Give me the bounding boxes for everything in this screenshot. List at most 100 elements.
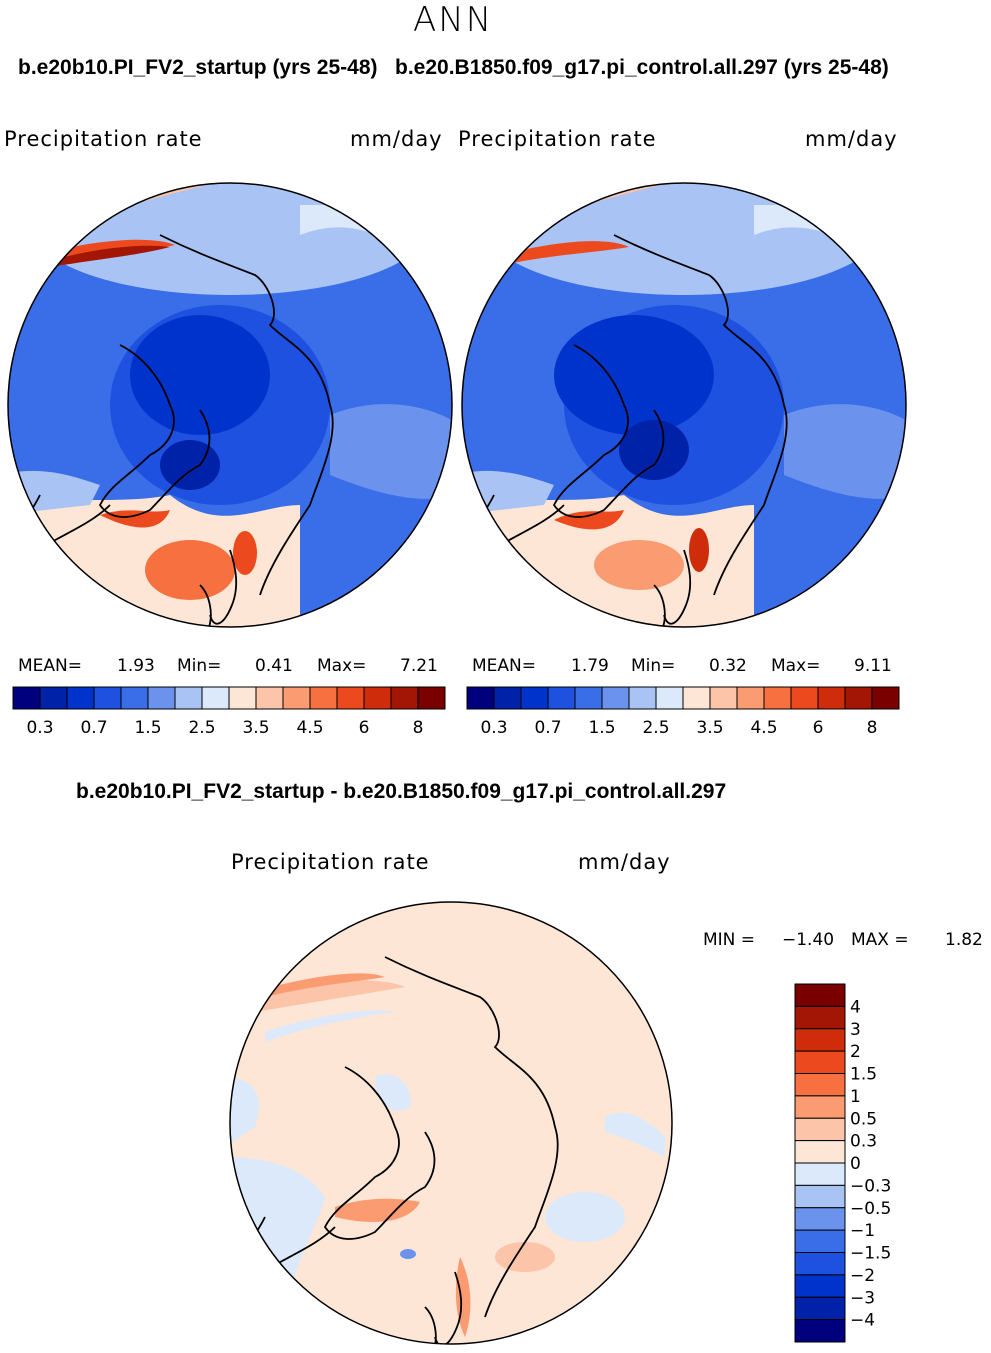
left-var-label: Precipitation rate	[4, 127, 203, 151]
colorbar-diff-tick-label: −2	[850, 1266, 875, 1286]
colorbar-right: 0.3 0.7 1.5 2.5 3.5 4.5 6 8	[466, 686, 900, 736]
map-diff	[229, 901, 673, 1345]
colorbar-left-cell	[120, 686, 149, 710]
right-mean-value: 1.79	[571, 656, 609, 676]
colorbar-right-cell	[736, 686, 765, 710]
right-units-label: mm/day	[805, 127, 898, 151]
colorbar-diff-tick-label: −4	[850, 1311, 875, 1331]
season-title: ANN	[413, 0, 494, 40]
colorbar-left-cell	[255, 686, 284, 710]
colorbar-left-cell	[309, 686, 338, 710]
colorbar-diff-tick-label: 0	[850, 1154, 861, 1174]
precip-field-diff	[230, 902, 672, 1344]
colorbar-diff: 4 32 1.510.5 0.30−0.3 −0.5−1 −1.5−2−3 −4	[794, 983, 891, 1343]
colorbar-right-cell	[601, 686, 630, 710]
colorbar-right-cell	[763, 686, 792, 710]
colorbar-right-cell	[493, 686, 522, 710]
colorbar-left-cell	[363, 686, 392, 710]
colorbar-diff-cell	[794, 1296, 846, 1321]
colorbar-left-tick-label: 4.5	[296, 718, 323, 736]
colorbar-right-cell	[628, 686, 657, 710]
colorbar-diff-cell	[794, 1207, 846, 1231]
colorbar-left-cell	[201, 686, 230, 710]
colorbar-left-tick-label: 8	[413, 718, 424, 736]
map-left-border	[7, 182, 453, 628]
right-max-value: 9.11	[854, 656, 892, 676]
colorbar-diff-cell	[794, 1050, 846, 1074]
right-min-value: 0.32	[709, 656, 747, 676]
colorbar-diff-cell	[794, 1184, 846, 1209]
right-case-title: b.e20.B1850.f09_g17.pi_control.all.297 (…	[395, 56, 889, 79]
colorbar-diff-cell	[794, 1229, 846, 1253]
colorbar-diff-tick-label: 0.3	[850, 1132, 877, 1152]
colorbar-diff-cell	[794, 1073, 846, 1097]
colorbar-right-cell	[466, 686, 495, 710]
colorbar-diff-tick-label: 4	[850, 997, 861, 1017]
left-mean-label: MEAN=	[18, 656, 82, 676]
diff-units-label: mm/day	[578, 850, 671, 874]
colorbar-left-cell	[390, 686, 419, 710]
diff-min-label: MIN =	[703, 930, 756, 950]
colorbar-left-cell	[39, 686, 68, 710]
map-right	[461, 182, 907, 628]
colorbar-left-tick-label: 3.5	[242, 718, 269, 736]
colorbar-diff-tick-label: 3	[850, 1020, 861, 1040]
precip-field-left	[8, 183, 452, 627]
colorbar-left: 0.3 0.7 1.5 2.5 3.5 4.5 6 8	[12, 686, 446, 736]
colorbar-left-tick-label: 0.3	[26, 718, 53, 736]
colorbar-right-cell	[682, 686, 711, 710]
colorbar-right-tick-label: 0.3	[480, 718, 507, 736]
left-min-value: 0.41	[255, 656, 293, 676]
colorbar-right-tick-label: 8	[867, 718, 878, 736]
colorbar-left-cell	[282, 686, 311, 710]
colorbar-right-cell	[574, 686, 603, 710]
colorbar-diff-cell	[794, 1140, 846, 1164]
colorbar-diff-tick-label: −0.3	[850, 1176, 891, 1196]
colorbar-diff-tick-label: 1	[850, 1087, 861, 1107]
colorbar-diff-cell	[794, 1252, 846, 1276]
colorbar-left-cell	[66, 686, 95, 710]
colorbar-right-tick-label: 3.5	[696, 718, 723, 736]
colorbar-diff-cell	[794, 1095, 846, 1119]
colorbar-diff-tick-label: −3	[850, 1288, 875, 1308]
left-units-label: mm/day	[350, 127, 443, 151]
right-min-label: Min=	[631, 656, 676, 676]
right-var-label: Precipitation rate	[458, 127, 657, 151]
colorbar-right-tick-label: 4.5	[750, 718, 777, 736]
colorbar-diff-tick-label: −1	[850, 1221, 875, 1241]
colorbar-right-cell	[790, 686, 819, 710]
colorbar-left-cell	[147, 686, 176, 710]
colorbar-left-tick-label: 1.5	[134, 718, 161, 736]
colorbar-diff-cell	[794, 1117, 846, 1142]
diff-max-value: 1.82	[945, 930, 983, 950]
map-left	[7, 182, 453, 628]
colorbar-right-cell	[871, 686, 900, 710]
colorbar-diff-cell	[794, 1319, 846, 1343]
colorbar-left-cell	[417, 686, 446, 710]
colorbar-diff-cell	[794, 983, 846, 1007]
colorbar-right-cell	[709, 686, 738, 710]
diff-max-label: MAX =	[851, 930, 909, 950]
colorbar-diff-tick-label: 1.5	[850, 1065, 877, 1085]
colorbar-right-cell	[844, 686, 873, 710]
colorbar-right-cell	[520, 686, 549, 710]
colorbar-right-tick-label: 2.5	[642, 718, 669, 736]
diff-min-value: −1.40	[782, 930, 835, 950]
colorbar-diff-tick-label: 2	[850, 1042, 861, 1062]
colorbar-diff-tick-label: −1.5	[850, 1244, 891, 1264]
colorbar-right-tick-label: 0.7	[534, 718, 561, 736]
right-mean-label: MEAN=	[472, 656, 536, 676]
precip-field-right	[462, 183, 906, 627]
colorbar-diff-cell	[794, 1162, 846, 1186]
colorbar-right-cell	[655, 686, 684, 710]
colorbar-left-cell	[93, 686, 122, 710]
diff-case-title: b.e20b10.PI_FV2_startup - b.e20.B1850.f0…	[76, 780, 727, 803]
colorbar-left-cell	[228, 686, 257, 710]
colorbar-diff-tick-label: −0.5	[850, 1199, 891, 1219]
colorbar-left-cell	[336, 686, 365, 710]
colorbar-left-tick-label: 6	[359, 718, 370, 736]
colorbar-diff-cell	[794, 1028, 846, 1052]
colorbar-diff-tick-label: 0.5	[850, 1109, 877, 1129]
colorbar-right-cell	[547, 686, 576, 710]
colorbar-left-tick-label: 0.7	[80, 718, 107, 736]
